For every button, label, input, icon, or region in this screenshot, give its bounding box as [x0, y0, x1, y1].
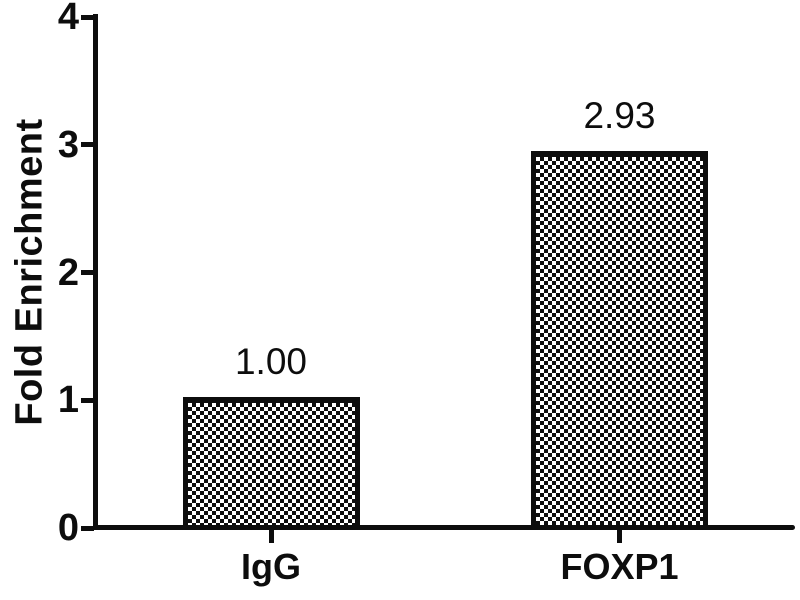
bar-value-label: 1.00 — [234, 341, 307, 383]
bar-value-label: 2.93 — [583, 94, 656, 136]
y-axis-line — [93, 14, 98, 530]
x-tick-igg — [268, 530, 274, 543]
y-tick-label: 2 — [57, 251, 79, 294]
y-tick — [81, 142, 94, 148]
y-tick — [81, 525, 94, 531]
category-label-foxp1: FOXP1 — [560, 546, 679, 587]
x-axis-line — [93, 525, 795, 530]
y-tick — [81, 14, 94, 20]
y-tick — [81, 397, 94, 403]
y-tick-label: 3 — [57, 123, 79, 166]
category-label-igg: IgG — [241, 546, 301, 587]
y-tick-label: 0 — [57, 507, 79, 549]
y-tick-label: 4 — [57, 0, 79, 38]
y-tick — [81, 270, 94, 275]
bar-igg — [182, 397, 360, 530]
x-tick-foxp1 — [617, 530, 622, 543]
bar-foxp1 — [531, 150, 708, 530]
y-tick-label: 1 — [57, 379, 79, 422]
